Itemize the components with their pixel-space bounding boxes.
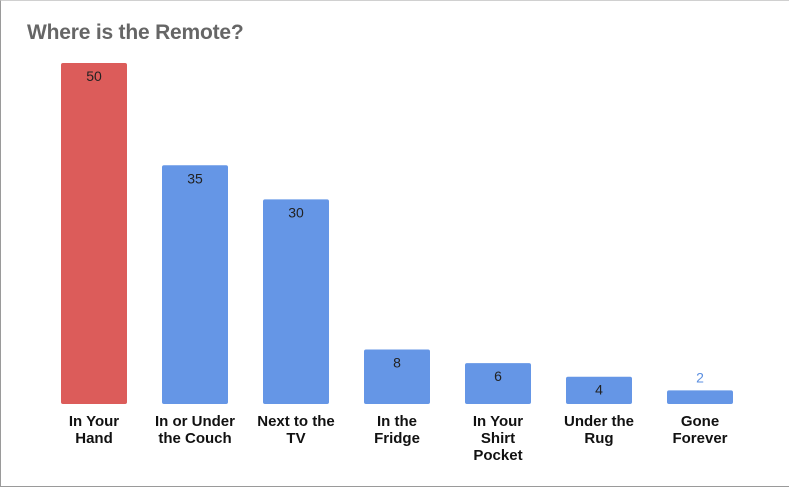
bar-1 xyxy=(162,165,228,404)
category-label-3: In the Fridge xyxy=(374,413,420,447)
chart-title: Where is the Remote? xyxy=(27,21,244,44)
bar-6 xyxy=(667,390,733,404)
category-label-4: In Your Shirt Pocket xyxy=(473,413,523,464)
bar-value-label-2: 30 xyxy=(288,204,304,220)
bar-value-label-3: 8 xyxy=(393,354,401,370)
category-label-1: In or Under the Couch xyxy=(155,413,235,447)
bar-3 xyxy=(364,349,430,404)
bar-value-label-1: 35 xyxy=(187,170,203,186)
category-label-5: Under the Rug xyxy=(564,413,634,447)
category-label-6: Gone Forever xyxy=(672,413,727,447)
bar-4 xyxy=(465,363,531,404)
category-label-2: Next to the TV xyxy=(257,413,335,447)
bar-0 xyxy=(61,63,127,404)
category-label-0: In Your Hand xyxy=(69,413,119,447)
bar-5 xyxy=(566,376,632,404)
bar-value-label-0: 50 xyxy=(86,68,102,84)
bar-2 xyxy=(263,199,329,404)
bar-value-label-5: 4 xyxy=(595,382,603,398)
bar-value-label-4: 6 xyxy=(494,368,502,384)
bar-value-label-6: 2 xyxy=(696,369,704,385)
